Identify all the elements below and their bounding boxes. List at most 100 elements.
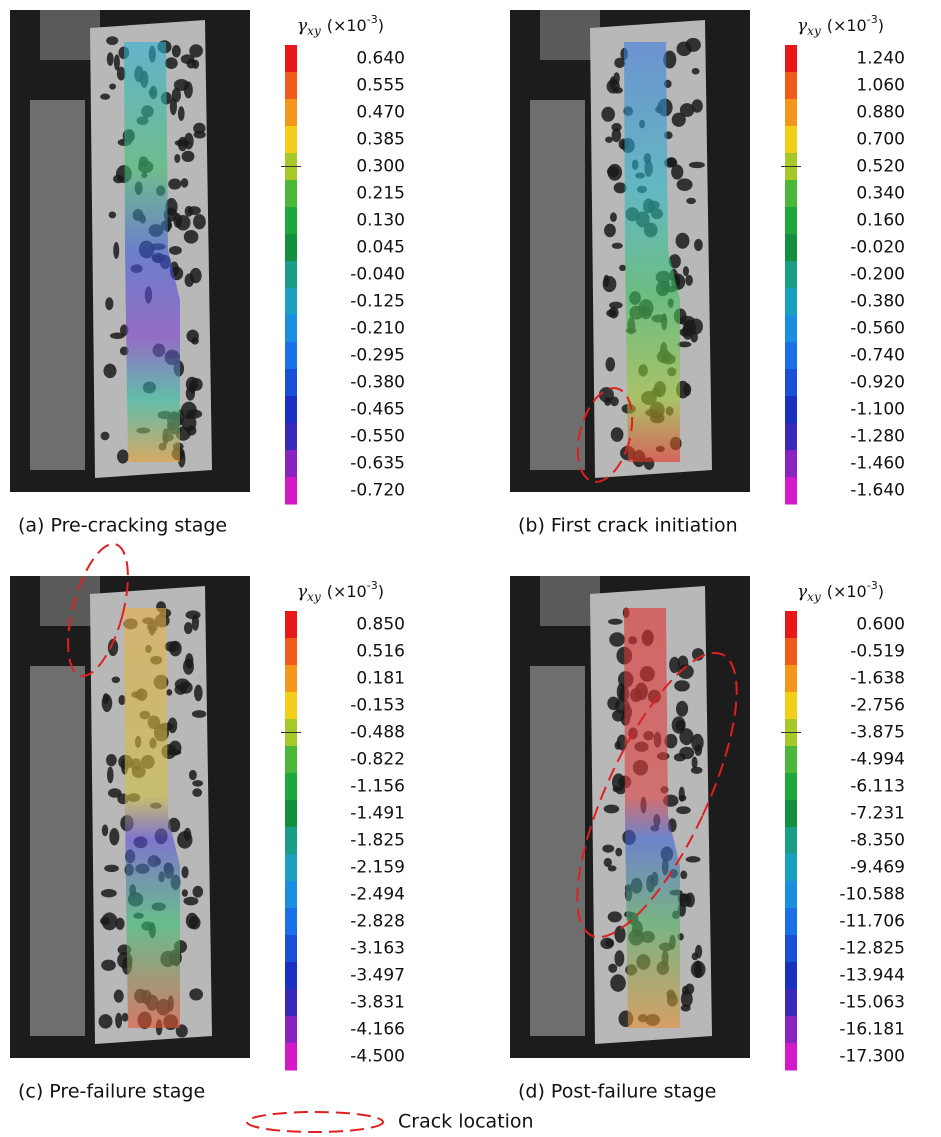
speckle	[101, 889, 117, 897]
speckle	[193, 214, 206, 229]
colorbar-segment	[285, 180, 297, 208]
colorbar-tick-label: -2.159	[350, 858, 405, 878]
colorbar-segment	[285, 342, 297, 370]
subscript: xy	[307, 24, 321, 38]
speckle	[109, 83, 116, 89]
unit: (×10	[327, 16, 367, 35]
speckle	[686, 198, 696, 204]
speckle	[608, 911, 622, 922]
colorbar-segment	[785, 989, 797, 1017]
caption: (b) First crack initiation	[518, 515, 738, 537]
speckle	[102, 825, 108, 837]
colorbar-tick-label: 0.340	[856, 184, 905, 204]
colorbar-tick-label: -0.380	[850, 292, 905, 312]
speckle	[109, 211, 117, 218]
speckle	[183, 897, 198, 906]
colorbar-segment	[785, 1043, 797, 1071]
exponent: -3	[867, 13, 878, 26]
exponent: -3	[867, 579, 878, 592]
speckle	[608, 964, 617, 973]
colorbar-segment	[285, 1043, 297, 1071]
speckle	[604, 804, 620, 813]
colorbar: 0.6400.5550.4700.3850.3000.2150.1300.045…	[281, 45, 405, 505]
colorbar-tick-label: -0.720	[350, 481, 405, 501]
speckle	[692, 68, 700, 74]
colorbar-tick-label: 0.880	[856, 103, 905, 123]
speckle	[182, 889, 188, 897]
colorbar-tick-label: -1.638	[850, 669, 905, 689]
speckle	[184, 230, 199, 244]
colorbar-segment	[285, 234, 297, 262]
speckle	[174, 154, 180, 163]
speckle	[685, 893, 695, 908]
colorbar-tick-label: 0.130	[356, 211, 405, 231]
speckle	[168, 717, 178, 733]
colorbar-segment	[785, 423, 797, 451]
speckle	[692, 953, 699, 961]
colorbar-tick-label: -0.465	[350, 400, 405, 420]
colorbar-segment	[785, 45, 797, 73]
colorbar-segment	[285, 288, 297, 316]
colorbar-segment	[285, 477, 297, 505]
colorbar-segment	[285, 854, 297, 882]
colorbar-tick-label: -6.113	[850, 777, 905, 797]
speckle	[686, 856, 701, 862]
speckle	[601, 107, 615, 122]
speckle	[607, 697, 619, 711]
speckle	[193, 123, 205, 134]
colorbar-segment	[785, 962, 797, 990]
colorbar-segment	[785, 908, 797, 936]
colorbar-tick-label: 0.160	[856, 211, 905, 231]
colorbar-tick-label: -0.153	[350, 696, 405, 716]
colorbar: 0.8500.5160.181-0.153-0.488-0.822-1.156-…	[281, 611, 405, 1071]
speckle	[680, 871, 687, 880]
speckle	[614, 926, 625, 943]
speckle	[683, 383, 691, 396]
colorbar-segment	[285, 315, 297, 343]
speckle	[619, 265, 626, 271]
speckle	[683, 266, 689, 276]
speckle	[102, 694, 113, 712]
colorbar-tick-label: 1.060	[856, 76, 905, 96]
close: )	[878, 16, 884, 35]
colorbar-tick-label: -0.488	[350, 723, 405, 743]
colorbar-segment	[285, 692, 297, 720]
speckle	[615, 950, 625, 966]
specimen-image	[510, 10, 750, 492]
speckle	[100, 94, 110, 100]
frame-block	[530, 100, 585, 470]
colorbar-segment	[785, 315, 797, 343]
colorbar-tick-label: -0.920	[850, 373, 905, 393]
speckle	[671, 164, 683, 179]
colorbar-segment	[285, 45, 297, 73]
speckle	[183, 659, 194, 675]
speckle	[122, 1013, 129, 1022]
speckle	[676, 701, 688, 717]
speckle	[696, 964, 702, 977]
colorbar-tick-label: -0.560	[850, 319, 905, 339]
panel: 0.600-0.519-1.638-2.756-3.875-4.994-6.11…	[510, 576, 905, 1103]
colorbar-segment	[285, 935, 297, 963]
speckle	[606, 309, 616, 317]
speckle	[106, 754, 117, 766]
speckle	[191, 337, 199, 344]
speckle	[101, 960, 116, 971]
speckle	[685, 275, 693, 286]
colorbar-segment	[785, 827, 797, 855]
colorbar-tick-label: -12.825	[839, 939, 905, 959]
colorbar-segment	[285, 72, 297, 100]
speckle	[181, 178, 189, 188]
speckle	[674, 680, 690, 691]
frame-block	[30, 666, 85, 1036]
colorbar-tick-label: -0.635	[350, 454, 405, 474]
speckle	[672, 113, 686, 127]
speckle	[677, 178, 693, 190]
speckle	[184, 622, 193, 634]
colorbar-tick-label: -3.831	[350, 993, 405, 1013]
speckle	[181, 54, 195, 64]
speckle	[114, 990, 124, 1003]
colorbar-tick-label: -3.497	[350, 966, 405, 986]
subscript: xy	[807, 24, 821, 38]
speckle	[104, 865, 119, 873]
colorbar-segment	[785, 396, 797, 424]
